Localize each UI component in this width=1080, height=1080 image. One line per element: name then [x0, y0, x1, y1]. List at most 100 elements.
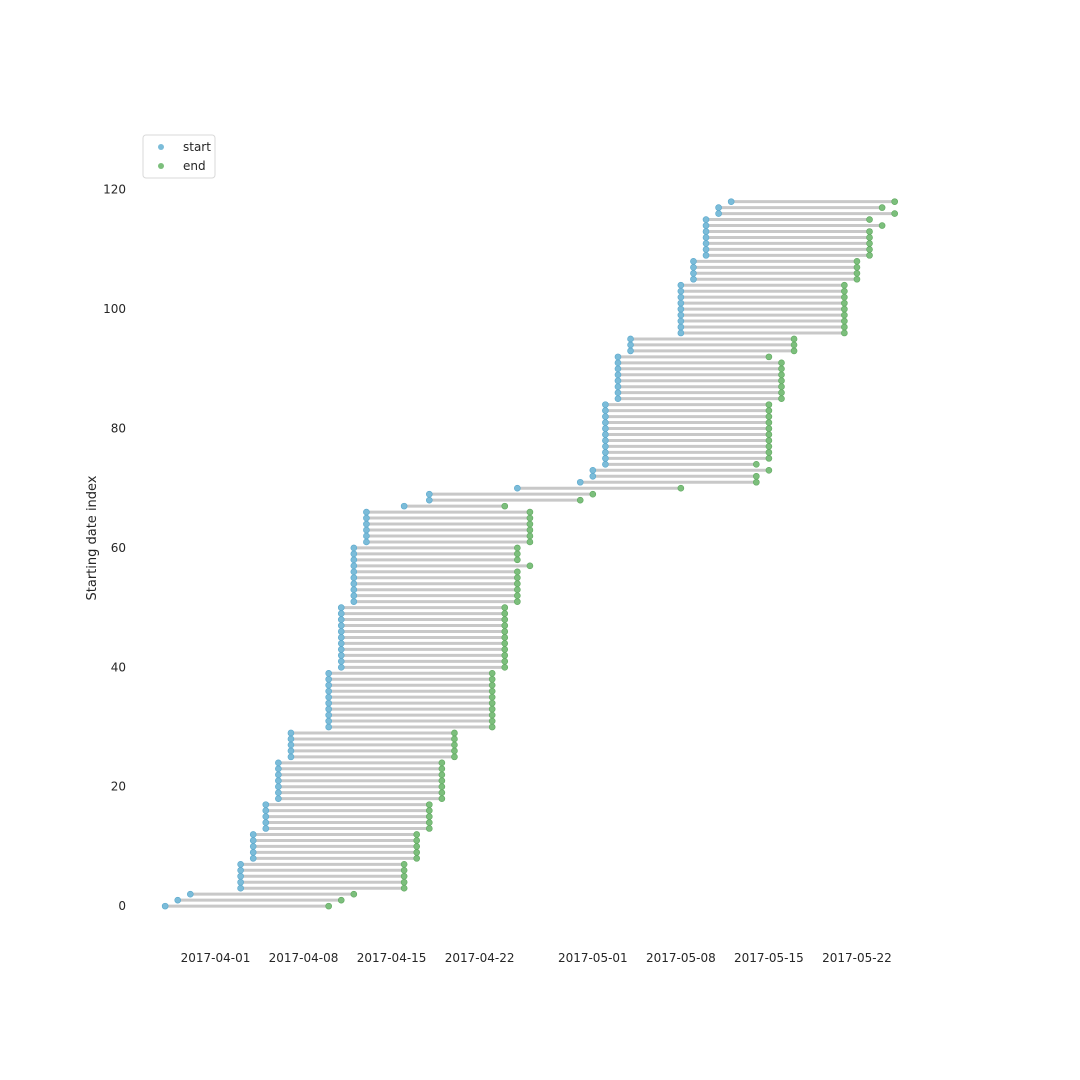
- start-point: [350, 586, 358, 594]
- start-point: [350, 562, 358, 570]
- end-point: [438, 765, 446, 773]
- end-point: [526, 520, 534, 528]
- end-point: [778, 383, 785, 391]
- end-point: [501, 502, 509, 510]
- start-point: [350, 544, 358, 552]
- start-point: [627, 347, 634, 355]
- start-point: [702, 216, 710, 223]
- end-point: [841, 329, 848, 337]
- start-point: [602, 443, 609, 450]
- span-lines: [165, 200, 895, 908]
- start-point: [602, 419, 609, 426]
- end-point: [413, 849, 421, 856]
- end-point: [501, 640, 509, 647]
- end-point: [891, 210, 898, 217]
- start-point: [337, 634, 345, 641]
- start-point: [275, 759, 282, 767]
- start-point: [337, 628, 345, 635]
- end-point: [753, 461, 760, 468]
- end-point: [501, 634, 509, 641]
- end-point: [501, 616, 509, 623]
- end-point: [451, 753, 458, 761]
- start-point: [702, 246, 710, 253]
- end-point: [451, 729, 458, 737]
- start-point: [262, 825, 270, 832]
- end-point: [413, 837, 421, 844]
- end-point: [765, 419, 773, 426]
- end-point: [400, 872, 408, 880]
- end-point: [790, 347, 798, 355]
- end-point: [514, 592, 521, 599]
- start-point: [727, 198, 735, 205]
- start-point: [363, 508, 370, 516]
- y-tick-label: 20: [111, 780, 126, 794]
- start-point: [602, 449, 609, 456]
- end-point: [425, 801, 433, 808]
- start-point: [237, 884, 244, 892]
- end-point: [841, 281, 848, 289]
- start-point: [715, 210, 722, 217]
- end-point: [526, 514, 534, 522]
- end-point: [514, 568, 521, 576]
- start-point: [350, 574, 358, 582]
- start-point: [715, 204, 722, 211]
- start-point: [589, 466, 597, 474]
- start-point: [337, 664, 345, 671]
- start-point: [677, 317, 685, 325]
- start-point: [262, 801, 270, 808]
- y-tick-label: 120: [103, 183, 126, 197]
- end-point: [488, 699, 496, 707]
- start-point: [337, 646, 345, 653]
- end-point: [488, 669, 496, 677]
- y-tick-label: 0: [118, 899, 126, 913]
- start-point: [677, 329, 685, 337]
- start-point: [614, 383, 622, 391]
- x-tick-label: 2017-05-15: [734, 951, 804, 965]
- start-point: [677, 299, 685, 307]
- start-point: [325, 675, 332, 683]
- end-point: [400, 866, 408, 874]
- end-point: [400, 884, 408, 892]
- end-point: [765, 466, 773, 474]
- y-tick-label: 60: [111, 541, 126, 555]
- start-point: [325, 693, 332, 701]
- end-point: [853, 269, 861, 277]
- end-point: [488, 675, 496, 683]
- end-point: [514, 598, 521, 605]
- end-point: [514, 544, 521, 552]
- end-point: [765, 425, 773, 432]
- end-point: [765, 437, 773, 444]
- start-point: [614, 371, 622, 379]
- start-point: [275, 789, 282, 796]
- end-point: [413, 831, 421, 838]
- end-point: [514, 556, 521, 564]
- end-point: [853, 264, 861, 271]
- start-point: [702, 228, 710, 235]
- end-point: [451, 735, 458, 743]
- x-axis-ticks: 2017-04-01 2017-04-08 2017-04-15 2017-04-22…: [181, 951, 892, 965]
- y-tick-label: 40: [111, 660, 126, 674]
- start-point: [677, 311, 685, 319]
- y-tick-label: 100: [103, 302, 126, 316]
- end-point: [753, 478, 760, 486]
- end-point: [841, 305, 848, 313]
- end-point: [438, 771, 446, 779]
- start-point: [174, 896, 182, 904]
- end-point: [488, 693, 496, 701]
- end-point: [576, 496, 584, 504]
- start-point: [400, 502, 408, 510]
- start-point: [249, 849, 257, 856]
- start-point: [237, 878, 244, 886]
- end-point: [488, 705, 496, 713]
- legend-start-marker: [158, 144, 164, 150]
- end-point: [841, 287, 848, 295]
- start-point: [249, 855, 257, 862]
- end-point: [350, 890, 358, 898]
- start-point: [627, 341, 634, 349]
- start-point: [325, 669, 332, 677]
- start-point: [614, 353, 622, 361]
- start-point: [287, 735, 295, 743]
- end-point: [325, 902, 332, 910]
- start-point: [425, 490, 433, 498]
